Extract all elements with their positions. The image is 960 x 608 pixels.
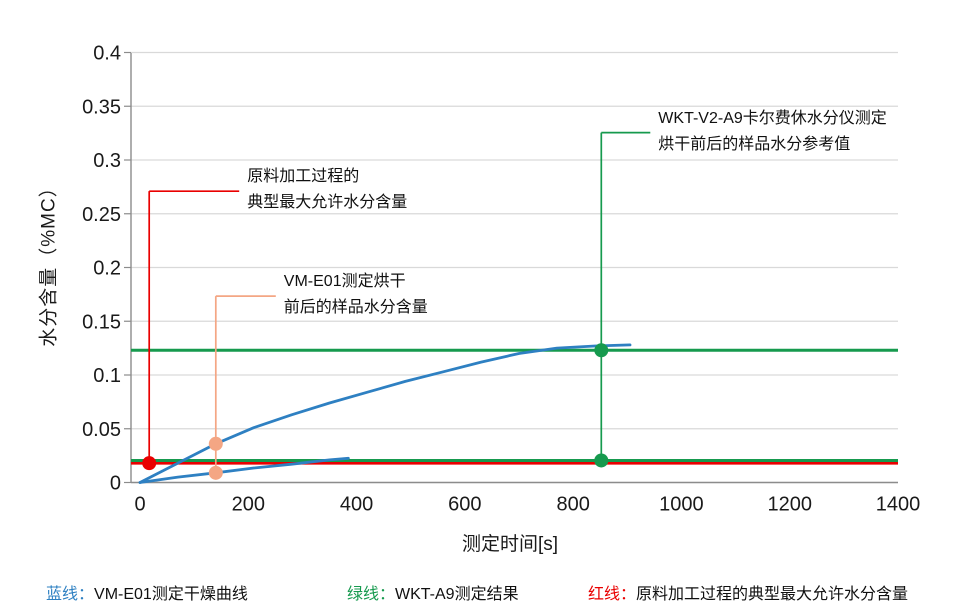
marker-salmon-upper [208, 436, 223, 451]
annotation-line: VM-E01测定烘干 [283, 273, 406, 291]
annotation-wkt-v2-a9-text: WKT-V2-A9卡尔费休水分仪测定 烘干前后的样品水分参考值 [658, 106, 886, 158]
y-tick-label: 0.35 [82, 96, 121, 118]
annotation-max-allowed-text: 原料加工过程的典型最大允许水分含量 [247, 164, 407, 216]
marker-salmon-lower [208, 465, 223, 480]
x-tick-label: 800 [556, 494, 589, 516]
y-axis-title: 水分含量（%MC） [38, 177, 60, 347]
y-tick-label: 0.05 [82, 419, 121, 441]
annotation-line: 烘干前后的样品水分参考值 [658, 135, 851, 153]
annotation-line: 原料加工过程的 [247, 168, 360, 186]
annotation-line: 前后的样品水分含量 [283, 299, 428, 317]
y-tick-label: 0.3 [93, 150, 121, 172]
legend-color-key: 红线： [588, 586, 637, 603]
y-tick-label: 0.2 [93, 258, 121, 280]
y-tick-label: 0.4 [93, 43, 121, 65]
x-tick-label: 200 [232, 494, 265, 516]
y-tick-label: 0.25 [82, 204, 121, 226]
y-tick-label: 0.1 [93, 365, 121, 387]
legend-color-key: 蓝线： [46, 586, 95, 603]
legend-red-line: 红线：原料加工过程的典型最大允许水分含量 [588, 580, 908, 604]
y-tick-label: 0.15 [82, 311, 121, 333]
annotation-vm-e01-text: VM-E01测定烘干前后的样品水分含量 [284, 269, 428, 321]
legend-blue-line: 蓝线：VM-E01测定干燥曲线 [46, 580, 248, 604]
x-tick-label: 1400 [876, 494, 921, 516]
legend-color-key: 绿线： [347, 586, 396, 603]
marker-green-upper [594, 343, 609, 358]
x-axis-title: 测定时间[s] [461, 534, 559, 555]
y-tick-label: 0 [110, 473, 121, 495]
legend-label: 原料加工过程的典型最大允许水分含量 [636, 586, 909, 603]
legend-label: WKT-A9测定结果 [395, 586, 519, 603]
annotation-line: 典型最大允许水分含量 [247, 194, 408, 212]
marker-green-lower [594, 453, 609, 468]
x-tick-label: 600 [448, 494, 481, 516]
x-tick-label: 1000 [659, 494, 704, 516]
curve-vm-e01-secondary [138, 456, 350, 484]
annotation-line: WKT-V2-A9卡尔费休水分仪测定 [658, 109, 887, 127]
marker-red [142, 456, 157, 471]
legend-green-line: 绿线：WKT-A9测定结果 [347, 580, 519, 604]
x-tick-label: 400 [340, 494, 373, 516]
legend-label: VM-E01测定干燥曲线 [94, 586, 248, 603]
x-tick-label: 0 [134, 494, 145, 516]
x-tick-label: 1200 [767, 494, 812, 516]
